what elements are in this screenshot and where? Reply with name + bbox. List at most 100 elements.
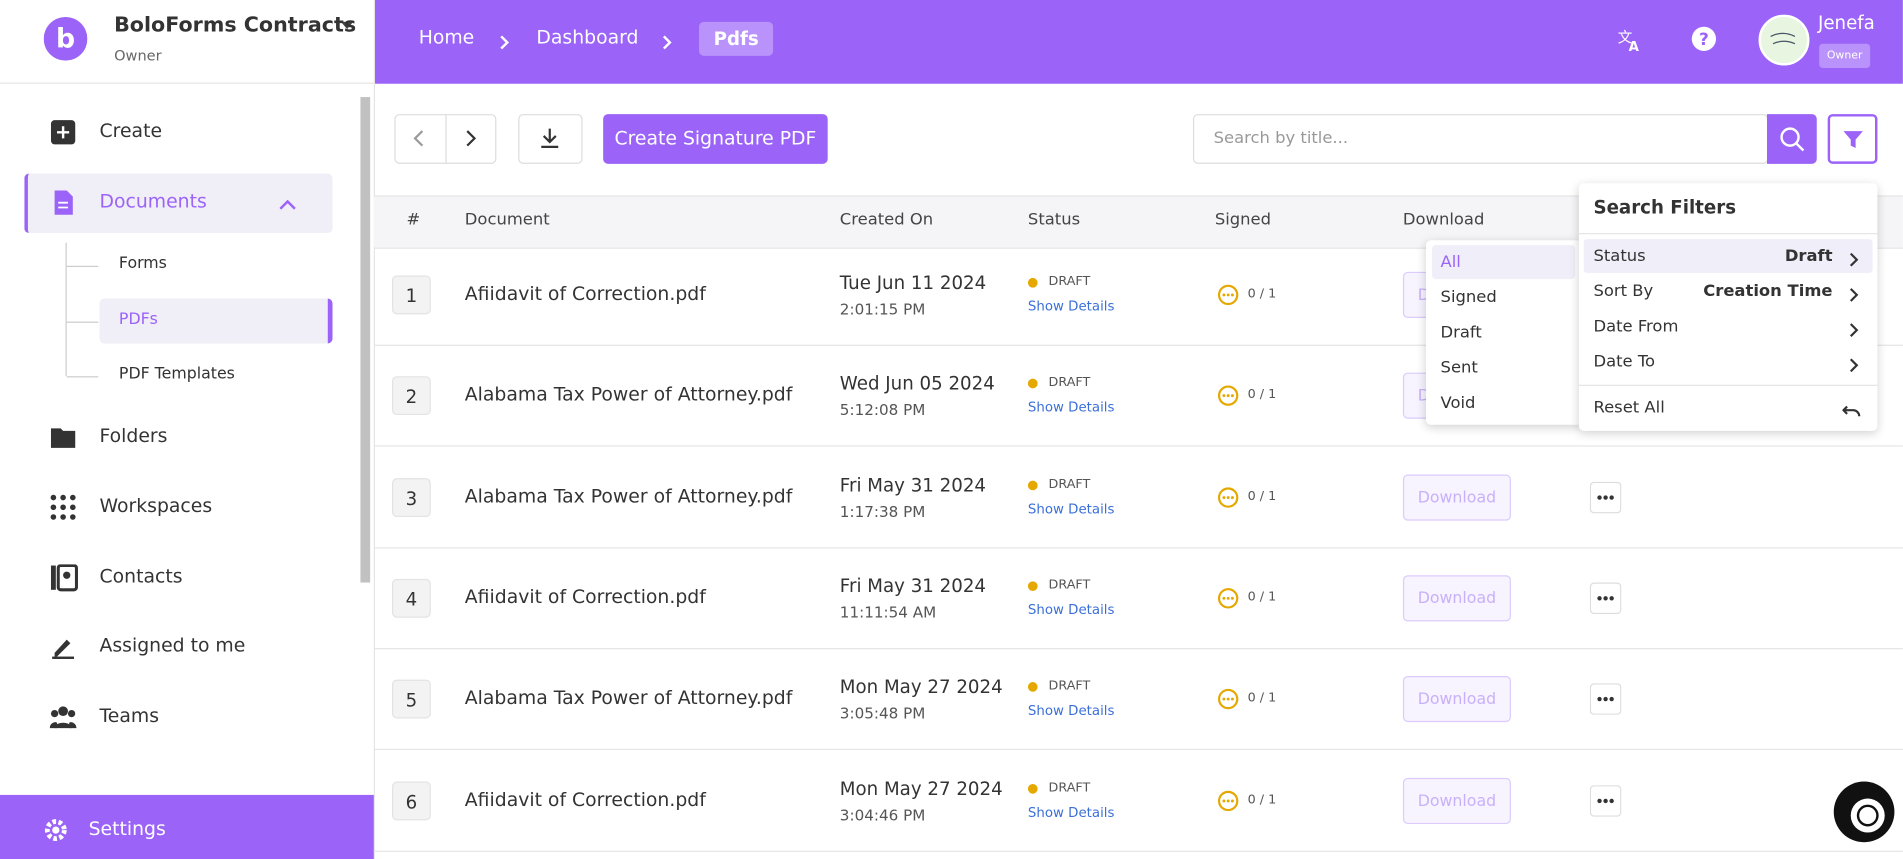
settings-icon: [44, 818, 68, 847]
document-name[interactable]: Alabama Tax Power of Attorney.pdf: [464, 383, 793, 406]
nav-item[interactable]: Teams: [99, 705, 160, 727]
breadcrumb[interactable]: Dashboard: [536, 26, 639, 49]
reset-all[interactable]: Reset All: [1593, 398, 1665, 418]
search-button[interactable]: [1767, 114, 1817, 164]
filter-label[interactable]: Status: [1593, 246, 1646, 266]
document-name[interactable]: Afiidavit of Correction.pdf: [464, 586, 706, 608]
column-header: Created On: [839, 209, 934, 230]
collapse-icon-svg: [279, 199, 296, 210]
row-index: 2: [391, 376, 431, 416]
breadcrumb-current[interactable]: Pdfs: [699, 21, 774, 56]
status-option[interactable]: Void: [1440, 393, 1476, 413]
nav-icon-svg: [52, 639, 75, 659]
filter-label[interactable]: Date To: [1593, 351, 1656, 372]
nav-item[interactable]: Folders: [99, 424, 168, 447]
sub-item[interactable]: Forms: [118, 254, 167, 274]
prev-icon[interactable]: [410, 129, 427, 153]
svg-text:A: A: [1629, 40, 1640, 52]
reset-icon[interactable]: [1841, 400, 1861, 423]
filter-chevron-svg: [1849, 358, 1859, 373]
sub-item[interactable]: PDF Templates: [118, 365, 235, 384]
created-time: 3:04:46 PM: [839, 805, 926, 824]
filter-icon: [1842, 129, 1864, 156]
search-input[interactable]: [1192, 114, 1769, 164]
nav-item[interactable]: Assigned to me: [99, 634, 246, 657]
documents-highlight: [24, 173, 333, 234]
more-button[interactable]: [1589, 683, 1622, 719]
collapse-icon[interactable]: [278, 194, 297, 217]
filter-chevron: [1848, 319, 1860, 342]
nav-divider: [445, 114, 447, 164]
show-details[interactable]: Show Details: [1027, 601, 1115, 618]
row-divider: [373, 445, 1903, 447]
created-date: Fri May 31 2024: [839, 474, 986, 496]
status-option[interactable]: Signed: [1440, 287, 1497, 308]
document-name[interactable]: Afiidavit of Correction.pdf: [464, 282, 706, 305]
status: DRAFT: [1048, 476, 1091, 492]
nav-item[interactable]: Workspaces: [99, 495, 213, 517]
filter-chevron: [1848, 249, 1860, 272]
download-button[interactable]: Download: [1402, 575, 1511, 622]
nav-icon-svg: [50, 564, 78, 592]
avatar-svg: [1758, 14, 1810, 66]
show-details[interactable]: Show Details: [1027, 702, 1115, 719]
nav-item[interactable]: Create: [99, 120, 163, 142]
status-option[interactable]: Draft: [1440, 322, 1482, 343]
next-icon[interactable]: [462, 129, 479, 153]
help-icon-svg: ?: [1691, 26, 1717, 51]
created-date: Tue Jun 11 2024: [839, 271, 987, 294]
settings-label[interactable]: Settings: [88, 817, 166, 840]
reset-icon-svg: [1841, 405, 1861, 417]
chat-bubble[interactable]: [1833, 780, 1896, 848]
download-button[interactable]: Download: [1402, 676, 1511, 723]
show-details[interactable]: Show Details: [1027, 399, 1115, 416]
show-details[interactable]: Show Details: [1027, 500, 1115, 517]
download-button[interactable]: Download: [1402, 777, 1511, 824]
more-button-svg: [1589, 582, 1622, 614]
help-icon[interactable]: ?: [1691, 25, 1718, 57]
nav-icon-svg: [54, 190, 73, 215]
nav-icon: [50, 633, 79, 667]
filter-chevron: [1848, 284, 1860, 307]
create-button[interactable]: Create Signature PDF: [603, 114, 828, 164]
signed-count: 0 / 1: [1247, 286, 1277, 301]
nav-item[interactable]: Documents: [99, 190, 207, 213]
download-button[interactable]: Download: [1402, 474, 1511, 521]
status-dot: [1027, 480, 1038, 490]
avatar[interactable]: [1758, 14, 1810, 71]
show-details[interactable]: Show Details: [1027, 804, 1115, 820]
sub-tree: [65, 242, 67, 377]
nav-icon-svg: [50, 494, 76, 520]
nav-icon: [49, 704, 79, 738]
translate-icon-svg: 文A: [1618, 29, 1640, 54]
filter-chevron: [1848, 354, 1860, 377]
more-button[interactable]: [1589, 582, 1622, 618]
document-name[interactable]: Alabama Tax Power of Attorney.pdf: [464, 484, 793, 507]
status-option[interactable]: All: [1440, 252, 1461, 272]
row-index: 5: [391, 679, 431, 719]
filter-label[interactable]: Date From: [1593, 316, 1679, 337]
row-divider: [373, 546, 1903, 549]
signed-icon-svg: [1217, 790, 1239, 811]
sub-item[interactable]: PDFs: [118, 310, 158, 329]
filter-label[interactable]: Sort By: [1593, 281, 1654, 301]
document-name[interactable]: Afiidavit of Correction.pdf: [464, 788, 706, 811]
signed-icon: [1217, 486, 1239, 513]
signed-icon: [1217, 385, 1239, 412]
more-button[interactable]: [1589, 481, 1622, 517]
nav-icon-svg: [49, 706, 77, 729]
nav-item[interactable]: Contacts: [99, 565, 183, 588]
document-name[interactable]: Alabama Tax Power of Attorney.pdf: [464, 687, 793, 709]
column-header: #: [406, 209, 421, 230]
show-details[interactable]: Show Details: [1027, 298, 1115, 315]
column-header: Status: [1027, 209, 1081, 230]
org-dropdown[interactable]: [340, 19, 355, 31]
status-option[interactable]: Sent: [1440, 358, 1478, 378]
user-role: Owner: [1819, 43, 1871, 68]
more-button[interactable]: [1589, 784, 1622, 821]
option-highlight: [1432, 245, 1576, 280]
breadcrumb[interactable]: Home: [418, 26, 475, 49]
